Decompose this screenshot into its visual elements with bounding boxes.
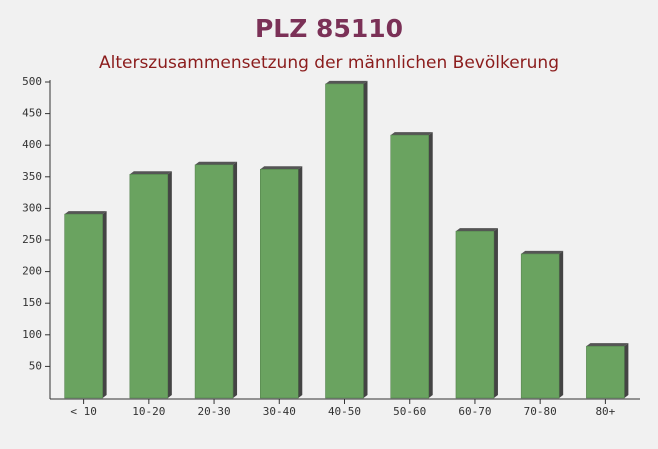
x-tick-label: 50-60 bbox=[393, 405, 426, 418]
bar-top bbox=[586, 343, 629, 347]
bar bbox=[260, 168, 299, 399]
bar-side bbox=[559, 250, 564, 398]
bar bbox=[64, 213, 103, 399]
y-tick-label: 400 bbox=[22, 138, 42, 151]
bar bbox=[325, 83, 364, 399]
bar-top bbox=[521, 250, 564, 254]
bar bbox=[390, 134, 429, 399]
bar-top bbox=[195, 161, 238, 165]
x-tick-label: 80+ bbox=[595, 405, 615, 418]
x-tick-label: 30-40 bbox=[263, 405, 296, 418]
x-tick-label: 20-30 bbox=[197, 405, 230, 418]
bar-top bbox=[455, 228, 498, 232]
x-tick-label: 60-70 bbox=[458, 405, 491, 418]
bar-side bbox=[102, 211, 107, 398]
bar-side bbox=[363, 80, 368, 399]
y-tick-label: 350 bbox=[22, 170, 42, 183]
bar-side bbox=[167, 171, 172, 398]
bar-side bbox=[233, 161, 238, 398]
bar bbox=[455, 230, 495, 399]
bar bbox=[520, 253, 560, 399]
bar-top bbox=[64, 211, 107, 215]
bar-side bbox=[624, 343, 629, 398]
y-tick-label: 150 bbox=[22, 296, 42, 309]
x-tick-label: 40-50 bbox=[328, 405, 361, 418]
y-tick-label: 300 bbox=[22, 201, 42, 214]
x-tick-label: < 10 bbox=[70, 405, 97, 418]
y-tick-label: 100 bbox=[22, 328, 42, 341]
bar-top bbox=[390, 132, 433, 136]
bar bbox=[129, 174, 169, 399]
bar bbox=[586, 345, 625, 399]
y-tick-label: 500 bbox=[22, 75, 42, 88]
y-tick-label: 450 bbox=[22, 107, 42, 120]
bar-side bbox=[493, 228, 498, 398]
bar-top bbox=[260, 166, 303, 170]
bar bbox=[194, 164, 234, 399]
bar-top bbox=[325, 80, 368, 84]
bar-side bbox=[298, 166, 303, 398]
chart-title: PLZ 85110 bbox=[255, 14, 403, 43]
bar-side bbox=[428, 132, 433, 398]
y-tick-label: 200 bbox=[22, 265, 42, 278]
chart-subtitle: Alterszusammensetzung der männlichen Bev… bbox=[99, 53, 559, 73]
x-tick-label: 70-80 bbox=[524, 405, 557, 418]
x-tick-label: 10-20 bbox=[132, 405, 165, 418]
y-tick-label: 50 bbox=[29, 359, 42, 372]
bar-top bbox=[129, 171, 172, 175]
y-tick-label: 250 bbox=[22, 233, 42, 246]
